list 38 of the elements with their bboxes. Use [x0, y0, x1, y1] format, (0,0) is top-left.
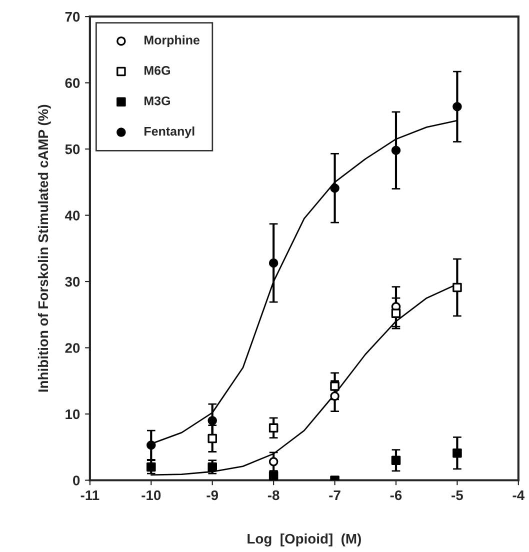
x-tick-label: -11 — [80, 490, 100, 500]
y-axis-title: Inhibition of Forskolin Stimulated cAMP (%) — [38, 104, 51, 392]
x-tick-label: -4 — [512, 490, 525, 500]
point — [330, 382, 340, 391]
y-tick-label: 70 — [65, 12, 80, 22]
x-tick-label: -9 — [206, 490, 218, 500]
point — [452, 448, 462, 458]
point — [146, 440, 156, 450]
point — [268, 258, 278, 268]
point — [391, 456, 401, 466]
legend-label: M6G — [144, 66, 170, 75]
point — [330, 391, 340, 401]
y-tick-label: 60 — [65, 78, 80, 88]
point — [208, 462, 217, 472]
point — [452, 102, 462, 112]
y-tick-label: 10 — [66, 409, 80, 420]
x-tick-label: -6 — [390, 490, 402, 500]
y-tick-label: 40 — [64, 210, 80, 220]
point — [208, 434, 217, 444]
x-tick-label: -8 — [268, 490, 280, 500]
y-tick-label: 30 — [65, 276, 80, 287]
x-axis-title: Log [Opioid] (M) — [248, 533, 361, 546]
point — [330, 183, 340, 193]
point — [208, 416, 217, 426]
x-tick-label: -5 — [452, 490, 463, 500]
point — [391, 308, 401, 318]
y-tick-label: 0 — [73, 476, 80, 486]
point — [452, 282, 462, 292]
point — [268, 423, 278, 433]
y-tick-label: 50 — [65, 144, 80, 154]
x-tick-label: -10 — [142, 490, 161, 500]
legend-label: M3G — [144, 96, 170, 106]
point — [268, 457, 278, 466]
y-tick-label: 20 — [65, 343, 80, 353]
legend-label: Fentanyl — [144, 126, 194, 138]
x-tick-label: -7 — [329, 490, 340, 500]
legend-label: Morphine — [144, 35, 200, 47]
point — [391, 146, 401, 156]
